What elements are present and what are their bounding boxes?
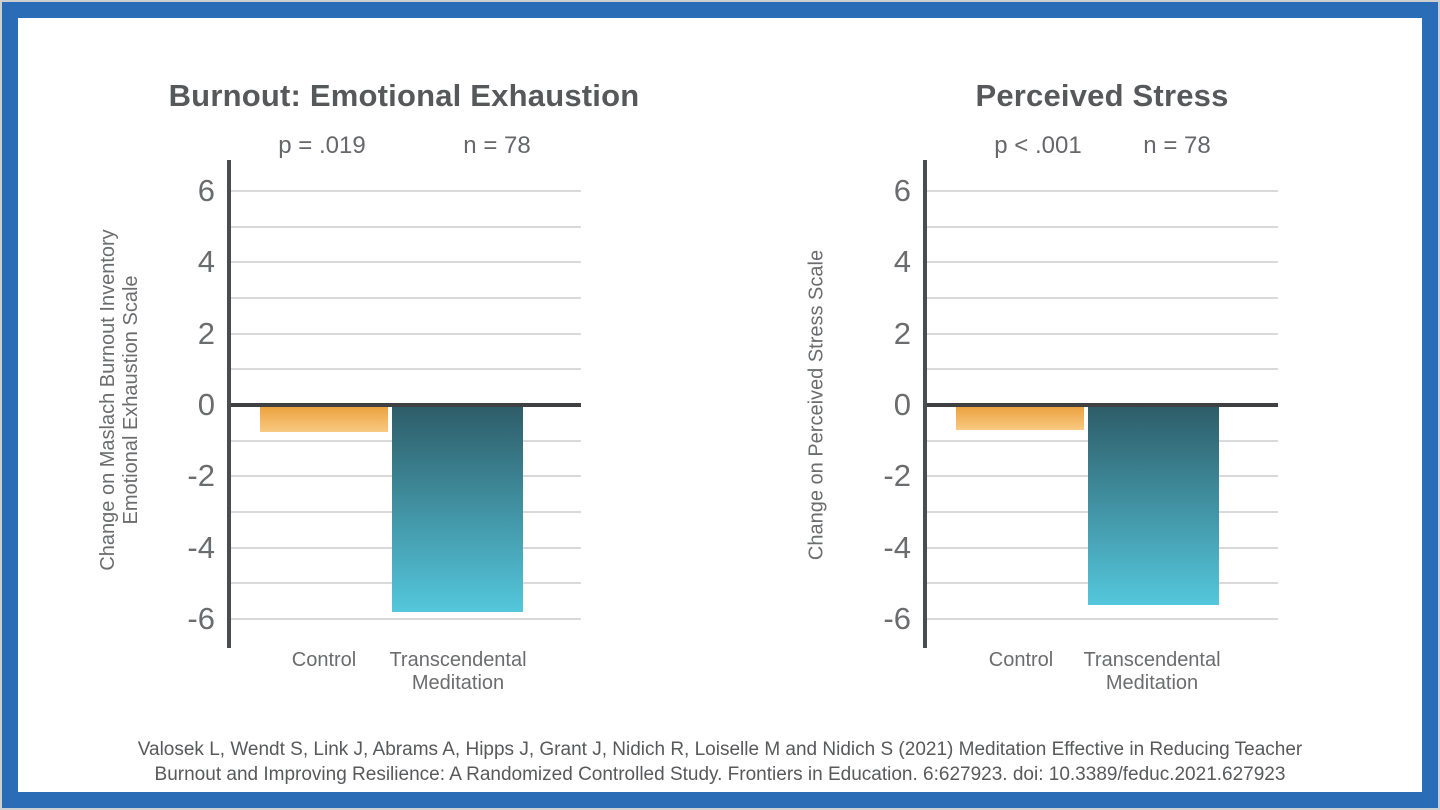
y-axis-title-line: Emotional Exhaustion Scale bbox=[120, 275, 142, 525]
y-tick-label: -6 bbox=[883, 600, 911, 636]
y-tick-label: -4 bbox=[187, 529, 215, 565]
gridline bbox=[927, 190, 1278, 193]
y-axis-title-stress: Change on Perceived Stress Scale bbox=[806, 250, 829, 560]
category-label-transcendental-meditation: Transcendental Meditation bbox=[389, 649, 527, 694]
bar-transcendental-meditation bbox=[1088, 407, 1219, 605]
y-tick-label: -2 bbox=[187, 458, 215, 494]
y-tick-label: -2 bbox=[883, 458, 911, 494]
y-axis-line bbox=[227, 160, 231, 648]
gridline bbox=[231, 297, 581, 300]
gridline bbox=[231, 261, 581, 264]
gridline bbox=[231, 617, 581, 620]
y-tick-label: 6 bbox=[893, 173, 911, 209]
citation-line-1: Valosek L, Wendt S, Link J, Abrams A, Hi… bbox=[137, 739, 1303, 760]
gridline bbox=[231, 368, 581, 371]
n-label-stress: n = 78 bbox=[1143, 132, 1211, 159]
y-axis-title-burnout: Change on Maslach Burnout Inventory Emot… bbox=[97, 229, 143, 570]
p-value-label-stress: p < .001 bbox=[994, 132, 1082, 159]
bar-transcendental-meditation bbox=[392, 407, 523, 612]
gridline bbox=[927, 261, 1278, 264]
category-label-control: Control bbox=[291, 649, 357, 671]
zero-baseline bbox=[231, 403, 581, 407]
gridline bbox=[231, 332, 581, 335]
y-tick-label: 0 bbox=[893, 387, 911, 422]
y-tick-label: 4 bbox=[893, 244, 911, 280]
y-tick-label: -4 bbox=[883, 529, 911, 565]
n-label-burnout: n = 78 bbox=[463, 132, 531, 159]
y-axis-title-line: Change on Perceived Stress Scale bbox=[805, 249, 828, 561]
category-label-transcendental-meditation: Transcendental Meditation bbox=[1083, 649, 1221, 694]
chart-title-perceived-stress: Perceived Stress bbox=[975, 78, 1229, 113]
bar-control bbox=[956, 407, 1084, 430]
y-axis-line bbox=[923, 160, 927, 648]
y-tick-label: 2 bbox=[197, 315, 215, 351]
y-tick-label: 4 bbox=[197, 244, 215, 280]
p-value-label-burnout: p = .019 bbox=[278, 132, 366, 159]
gridline bbox=[927, 617, 1278, 620]
y-axis-title-line: Change on Maslach Burnout Inventory bbox=[97, 229, 119, 571]
gridline bbox=[927, 297, 1278, 300]
gridline bbox=[927, 332, 1278, 335]
citation-line-2: Burnout and Improving Resilience: A Rand… bbox=[154, 764, 1286, 785]
chart-title-burnout: Burnout: Emotional Exhaustion bbox=[168, 78, 640, 113]
gridline bbox=[927, 368, 1278, 371]
y-tick-label: 0 bbox=[197, 387, 215, 422]
gridline bbox=[231, 190, 581, 193]
bar-control bbox=[260, 407, 388, 432]
gridline bbox=[231, 225, 581, 228]
zero-baseline bbox=[927, 403, 1278, 407]
citation: Valosek L, Wendt S, Link J, Abrams A, Hi… bbox=[0, 737, 1440, 787]
category-label-control: Control bbox=[988, 649, 1054, 671]
y-tick-label: 6 bbox=[197, 173, 215, 209]
y-tick-label: -6 bbox=[187, 600, 215, 636]
y-tick-label: 2 bbox=[893, 315, 911, 351]
gridline bbox=[927, 225, 1278, 228]
